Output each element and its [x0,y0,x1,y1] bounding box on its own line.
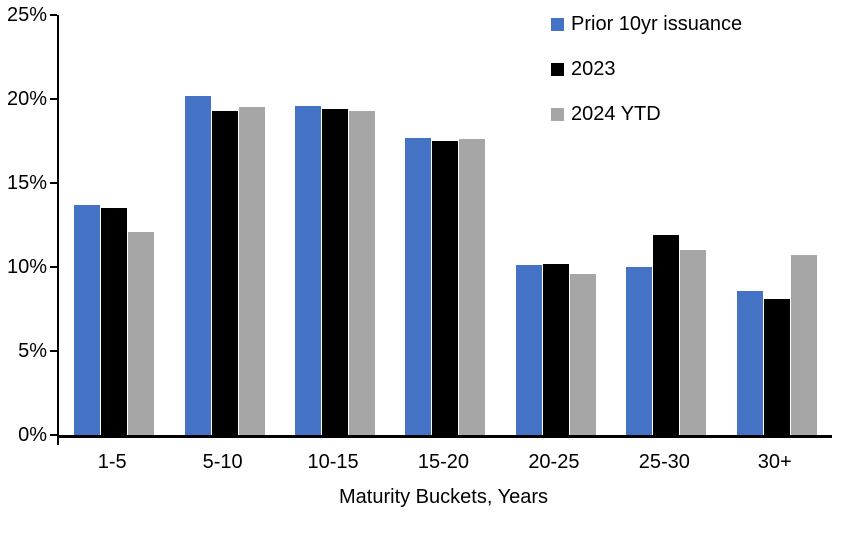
bar-groups [59,15,832,435]
bar-2024-ytd-20-25 [568,273,596,435]
bar-2024-ytd-30 [789,255,817,435]
bar-2023-20-25 [541,263,569,435]
x-tick-label-20-25: 20-25 [528,451,580,473]
y-tick-mark [50,350,57,352]
legend-item-2023: 2023 [551,57,742,82]
y-tick-label: 15% [6,172,47,194]
y-tick-label: 25% [6,4,47,26]
x-tick-label-15-20: 15-20 [417,451,470,473]
legend-swatch [551,18,564,31]
bar-group-20-25 [501,15,611,435]
bar-2024-ytd-10-15 [348,110,376,435]
legend: Prior 10yr issuance 2023 2024 YTD [551,12,742,127]
x-tick-label-1-5: 1-5 [97,451,127,473]
bar-2024-ytd-15-20 [458,139,486,435]
bar-prior-10yr-issuance-10-15 [295,105,322,435]
y-tick-label: 20% [6,88,47,110]
x-tick-label-25-30: 25-30 [638,451,690,473]
bar-2024-ytd-5-10 [237,107,265,435]
bar-prior-10yr-issuance-30 [736,290,763,435]
legend-swatch [551,108,564,121]
y-tick-label: 5% [18,340,47,362]
bar-2023-1-5 [100,208,128,435]
y-tick-mark [50,182,57,184]
bar-2024-ytd-1-5 [127,231,155,435]
y-axis: 0% 5% 10% 15% 20% 25% [0,5,47,445]
y-tick-mark [50,434,57,436]
bar-group-1-5 [59,15,169,435]
bar-prior-10yr-issuance-25-30 [626,267,653,435]
legend-item-prior-10yr-issuance: Prior 10yr issuance [551,12,742,37]
bar-prior-10yr-issuance-15-20 [405,137,432,435]
x-tick-label-10-15: 10-15 [307,451,359,473]
bar-2023-10-15 [321,109,349,435]
x-tick-label-30: 30+ [757,451,792,473]
x-axis: 1-5 5-10 10-15 15-20 20-25 25-30 30+ [57,451,830,473]
bar-group-30 [722,15,832,435]
bar-2023-15-20 [431,141,459,435]
x-axis-origin-tick [57,435,59,445]
legend-swatch [551,63,564,76]
legend-item-2024-ytd: 2024 YTD [551,102,742,127]
bar-group-10-15 [280,15,390,435]
bar-prior-10yr-issuance-5-10 [184,95,211,435]
legend-label: Prior 10yr issuance [571,13,743,35]
y-tick-label: 10% [6,256,47,278]
plot-area [50,14,832,445]
bar-group-5-10 [169,15,279,435]
bar-prior-10yr-issuance-1-5 [74,204,101,435]
y-tick-mark [50,266,57,268]
bar-group-15-20 [390,15,500,435]
x-tick-label-5-10: 5-10 [202,451,243,473]
bar-group-25-30 [611,15,721,435]
y-tick-label: 0% [18,424,47,446]
y-tick-mark [50,98,57,100]
bar-2023-25-30 [652,235,680,435]
y-tick-mark [50,14,57,16]
bar-2023-5-10 [210,110,238,435]
x-axis-title: Maturity Buckets, Years [339,486,548,508]
bar-2024-ytd-25-30 [679,250,707,435]
legend-label: 2023 [571,58,616,80]
bar-prior-10yr-issuance-20-25 [515,265,542,435]
bar-2023-30 [762,298,790,435]
legend-label: 2024 YTD [571,103,661,125]
